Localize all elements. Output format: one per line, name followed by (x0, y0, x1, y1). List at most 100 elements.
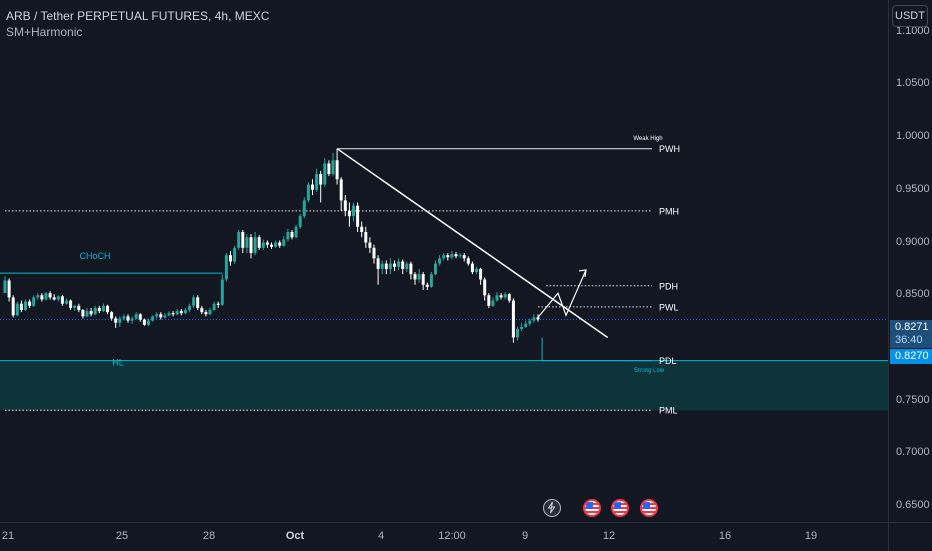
candle-body (311, 184, 314, 190)
candle-body (138, 314, 142, 320)
candlestick-chart[interactable]: PWH PMH PDH PWL PDL PML CHoCH HL Weak High Strong… (0, 0, 888, 522)
candle-body (11, 297, 15, 316)
candle-body (81, 310, 85, 317)
candle-body (261, 242, 265, 248)
candle-body (397, 261, 401, 267)
time-tick-label: Oct (285, 530, 305, 542)
candle-body (106, 305, 109, 313)
currency-button[interactable]: USDT (892, 5, 928, 27)
candle-body (216, 303, 220, 305)
price-tick-label: 1.1000 (896, 24, 930, 37)
candle-body (499, 295, 503, 298)
axis-corner (888, 522, 932, 551)
price-tick-label: 0.6500 (896, 499, 930, 512)
candle-body (171, 313, 175, 315)
lightning-event-icon[interactable] (543, 499, 561, 517)
candle-body (368, 242, 372, 248)
time-axis[interactable]: 21 25 28 Oct 4 12:00 9 12 16 19 (0, 522, 888, 551)
weak-high-label: Weak High (633, 136, 662, 142)
candle-body (454, 254, 458, 257)
candle-body (192, 297, 196, 306)
candle-body (130, 318, 134, 321)
candle-body (40, 295, 44, 300)
us-flag-event-icon-1[interactable] (583, 499, 601, 517)
candle-body (438, 258, 442, 264)
time-tick-label: 19 (804, 530, 818, 542)
candle-body (536, 317, 540, 320)
chart-area[interactable]: PWH PMH PDH PWL PDL PML CHoCH HL Weak High Strong… (0, 0, 888, 522)
candle-body (167, 313, 171, 316)
candle-body (56, 296, 60, 300)
candle-body (343, 200, 347, 211)
time-tick-label: 12:00 (438, 530, 466, 542)
last-price-tag: 0.8271 36:40 (890, 320, 932, 348)
candle-body (229, 255, 232, 262)
candle-body (458, 255, 462, 257)
symbol-title[interactable]: ARB / Tether PERPETUAL FUTURES, 4h, MEXC (6, 9, 270, 23)
time-tick-label: 25 (115, 530, 129, 542)
candle-body (491, 300, 495, 306)
projection-path (537, 269, 587, 318)
candle-body (73, 305, 77, 308)
candle-body (163, 315, 167, 318)
indicator-name[interactable]: SM+Harmonic (6, 25, 83, 39)
candle-body (118, 318, 122, 323)
price-tick-label: 0.9000 (896, 235, 930, 248)
candle-body (19, 303, 23, 311)
choch-label: CHoCH (79, 251, 110, 261)
candle-body (302, 200, 306, 217)
time-tick-label: 21 (1, 530, 15, 542)
candle-body (7, 280, 11, 298)
candle-body (524, 323, 528, 327)
candle-body (327, 163, 331, 174)
candle-body (249, 237, 253, 254)
candle-body (479, 268, 483, 280)
candle-body (413, 274, 417, 280)
candle-body (200, 307, 204, 313)
candle-body (421, 274, 425, 285)
price-tick-label: 1.0000 (896, 130, 930, 143)
price-axis[interactable]: 1.1000 1.0500 1.0000 0.9500 0.9000 0.8500 0.75… (888, 0, 932, 522)
candle-body (77, 305, 81, 311)
line-price-tag: 0.8270 (890, 349, 932, 364)
candle-body (44, 293, 48, 300)
candle-body (290, 232, 294, 238)
candle-body (208, 310, 212, 315)
candle-body (532, 317, 536, 321)
candle-body (393, 263, 396, 267)
candle-body (101, 305, 105, 312)
candle-body (3, 280, 7, 294)
candle-body (85, 311, 89, 317)
last-price-value: 0.8271 (895, 321, 929, 333)
candle-body (466, 258, 470, 264)
candle-body (401, 261, 405, 269)
candle-body (503, 294, 507, 298)
candle-body (462, 255, 466, 259)
candle-body (417, 274, 421, 280)
candle-body (204, 312, 208, 315)
us-flag-event-icon-2[interactable] (611, 499, 629, 517)
candle-body (233, 247, 237, 262)
candle-body (475, 268, 478, 273)
candle-body (147, 320, 150, 325)
candle-body (126, 316, 130, 321)
candle-body (245, 237, 249, 248)
candle-body (487, 295, 491, 306)
candle-body (183, 310, 187, 314)
level-label-pdh: PDH (659, 281, 678, 291)
candle-body (434, 263, 437, 275)
candle-body (175, 311, 179, 315)
us-flag-event-icon-3[interactable] (640, 499, 658, 517)
candle-body (286, 232, 290, 240)
level-label-pdl: PDL (659, 356, 677, 366)
candle-body (52, 297, 56, 300)
candle-body (274, 242, 278, 247)
candle-body (511, 300, 515, 338)
candle-body (237, 232, 241, 248)
candle-body (196, 297, 200, 308)
candle-body (278, 242, 282, 246)
candle-body (372, 247, 376, 259)
candle-body (97, 307, 101, 312)
candle-body (220, 279, 224, 305)
candle-body (212, 303, 216, 311)
